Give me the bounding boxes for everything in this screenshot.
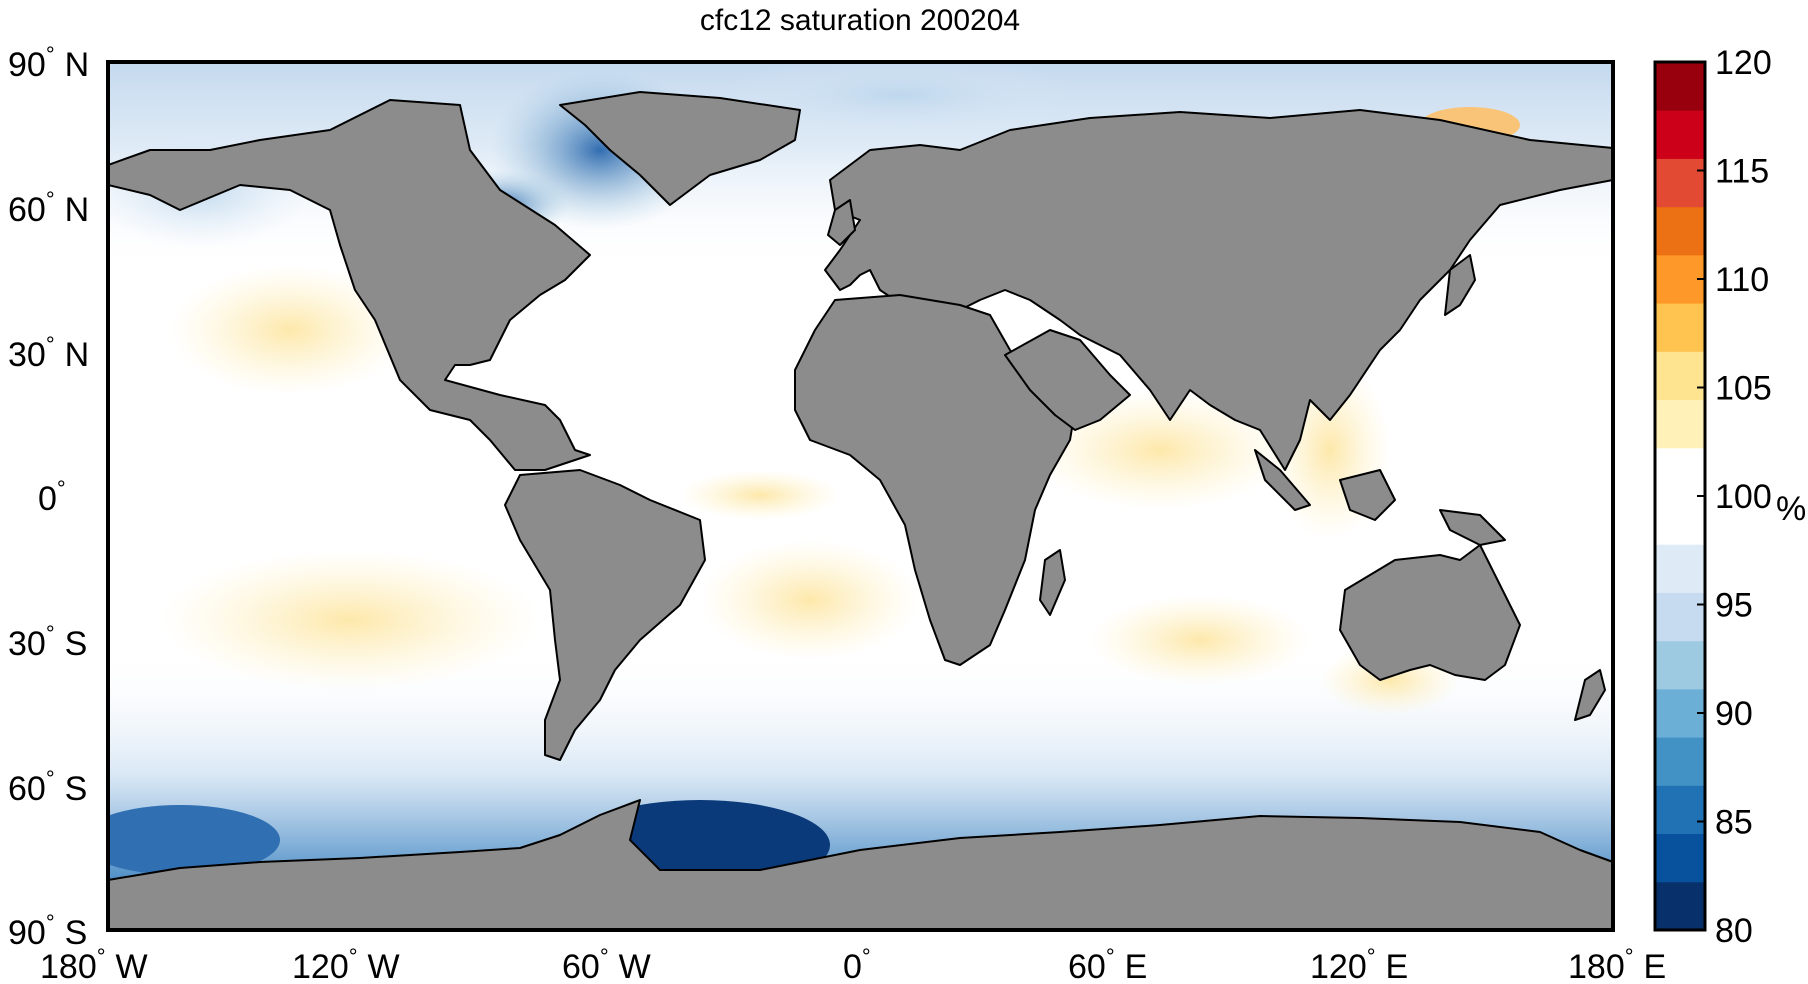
map-area [108,62,1613,930]
north-pacific-high [170,265,410,395]
lon-label-180w: 180° W [40,944,148,984]
lat-label-30n: 30° N [8,332,89,374]
lon-label-0: 0° [843,944,871,984]
colorbar-tick-label: 115 [1715,153,1769,191]
south-atlantic-high [700,540,920,660]
colorbar-segment [1655,399,1705,449]
lat-label-90s: 90° S [8,910,87,952]
lon-label-120e: 120° E [1310,944,1408,984]
colorbar-segment [1655,785,1705,835]
colorbar-segment [1655,206,1705,256]
lat-label-30s: 30° S [8,621,87,663]
colorbar-tick-label: 90 [1715,695,1753,733]
colorbar-tick-label: 120 [1715,44,1772,82]
colorbar-segment [1655,351,1705,401]
colorbar-segment [1655,62,1705,111]
lat-label-90n: 90° N [8,42,89,84]
land-masses [108,91,1613,930]
colorbar-segment [1655,447,1705,497]
map-frame [106,60,1615,932]
land-sumatra [1254,449,1311,511]
land-madagascar [1039,549,1066,616]
land-antarctica [108,799,1613,930]
map-title: cfc12 saturation 200204 [700,4,1020,37]
lat-label-60s: 60° S [8,766,87,808]
land-arabia [1004,329,1131,431]
colorbar-segment [1655,544,1705,593]
colorbar-segment [1655,303,1705,352]
colorbar-segment [1655,737,1705,786]
colorbar-segment [1655,496,1705,545]
colorbar-segment [1655,688,1705,738]
land-south-america [504,469,706,761]
lon-label-180e: 180° E [1568,944,1666,984]
land-greenland [559,91,801,206]
land-borneo [1339,469,1396,521]
south-pacific-high [160,550,540,690]
land-australia [1339,544,1521,681]
lon-tick-labels: 180° W 120° W 60° W 0° 60° E 120° E 180° E [40,944,1666,984]
colorbar-tick-label: 95 [1715,587,1753,625]
colorbar-segment [1655,110,1705,159]
colorbar-tick-label: 110 [1715,261,1769,299]
colorbar-tick-label: 100 [1715,478,1772,516]
colorbar: 120 115 110 105 100 95 90 85 80 % [1653,44,1806,950]
land-japan [1444,254,1476,316]
equatorial-atlantic-high [680,470,840,520]
arctic-low [720,62,1080,135]
land-north-america [108,99,591,471]
land-africa [794,294,1076,666]
land-new-zealand [1574,669,1606,721]
lat-label-60n: 60° N [8,187,89,229]
land-eurasia [824,109,1613,471]
colorbar-tick-label: 105 [1715,370,1772,408]
lon-label-120w: 120° W [292,944,400,984]
south-indian-high [1090,595,1310,685]
lat-tick-labels: 90° N 60° N 30° N 0° 30° S 60° S 90° S [8,42,89,952]
lat-label-0: 0° [38,476,66,518]
colorbar-ticks: 120 115 110 105 100 95 90 85 80 [1697,44,1772,950]
colorbar-segment [1655,158,1705,208]
lon-label-60e: 60° E [1068,944,1147,984]
colorbar-segment [1655,254,1705,304]
land-british-isles [827,199,856,246]
colorbar-unit: % [1776,490,1806,528]
colorbar-segment [1655,833,1705,883]
land-new-guinea [1439,509,1506,546]
colorbar-segments [1655,62,1705,931]
colorbar-tick-label: 85 [1715,804,1753,842]
colorbar-segment [1655,592,1705,642]
colorbar-segment [1655,881,1705,931]
lon-label-60w: 60° W [562,944,651,984]
ross-sea-low [108,805,280,875]
colorbar-segment [1655,640,1705,690]
colorbar-tick-label: 80 [1715,912,1753,950]
